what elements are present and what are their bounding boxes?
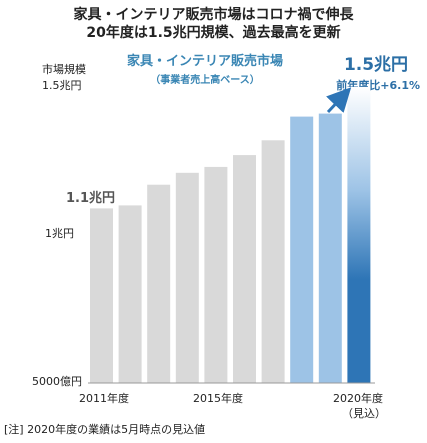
bar-2016 <box>233 155 256 383</box>
y-tick-label-15000: 1.5兆円 <box>42 79 82 92</box>
y-axis-label: 市場規模 <box>42 63 86 76</box>
y-tick-label-10000: 1兆円 <box>45 227 74 240</box>
latest-value-label: 1.5兆円 <box>343 55 409 75</box>
first-value-label: 1.1兆円 <box>66 191 116 206</box>
bar-2020 <box>347 87 371 383</box>
legend-subtitle: （事業者売上高ベース） <box>150 75 260 86</box>
bar-2018 <box>290 116 314 383</box>
bar-2019 <box>318 113 342 383</box>
chart-title-line2: 20年度は1.5兆円規模、過去最高を更新 <box>86 25 341 41</box>
bar-2012 <box>118 205 142 383</box>
chart-title-line1: 家具・インテリア販売市場はコロナ禍で伸長 <box>73 7 354 23</box>
growth-arrow <box>326 87 352 114</box>
x-tick-label-2020: 2020年度 <box>333 392 383 405</box>
bar-2013 <box>147 184 171 383</box>
x-tick-label-estimate: （見込） <box>342 407 386 420</box>
x-tick-label-2011: 2011年度 <box>79 392 129 405</box>
bar-2017 <box>261 140 285 383</box>
bar-2014 <box>175 172 199 383</box>
bar-2015 <box>204 166 228 383</box>
bar-2011 <box>90 208 113 383</box>
x-tick-label-2015: 2015年度 <box>193 392 243 405</box>
y-tick-label-5000: 5000億円 <box>32 375 82 388</box>
legend-title: 家具・インテリア販売市場 <box>126 54 283 69</box>
footnote: [注] 2020年度の業績は5月時点の見込値 <box>4 423 206 436</box>
